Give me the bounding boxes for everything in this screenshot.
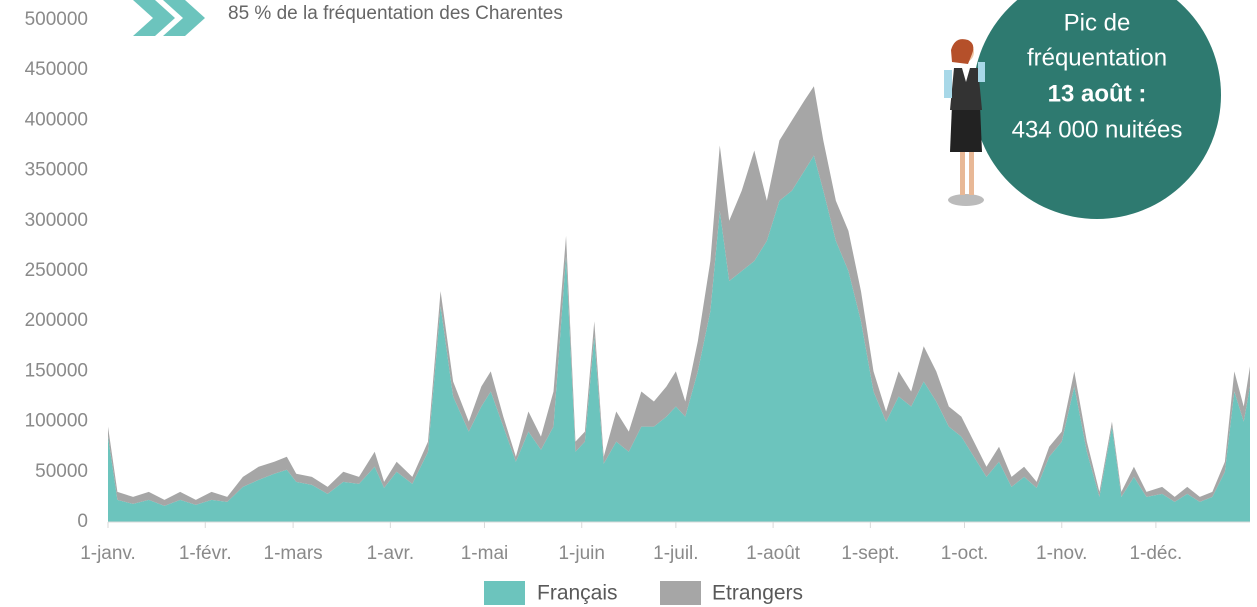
x-tick-label: 1-avr. <box>367 543 415 564</box>
y-tick-label: 50000 <box>35 461 88 482</box>
x-tick-label: 1-juil. <box>653 543 698 564</box>
y-tick-label: 0 <box>77 511 88 532</box>
callout-text: fréquentation <box>1027 44 1167 71</box>
callout-text: Pic de <box>1064 9 1131 36</box>
callout-text: 434 000 nuitées <box>1012 116 1183 143</box>
x-tick-label: 1-janv. <box>80 543 136 564</box>
y-tick-label: 350000 <box>25 160 88 181</box>
y-tick-label: 150000 <box>25 360 88 381</box>
x-tick-label: 1-juin <box>558 543 604 564</box>
y-tick-label: 400000 <box>25 109 88 130</box>
x-tick-label: 1-févr. <box>179 543 232 564</box>
y-tick-label: 300000 <box>25 210 88 231</box>
x-tick-label: 1-nov. <box>1036 543 1087 564</box>
legend-swatch <box>484 581 525 605</box>
x-tick-label: 1-déc. <box>1129 543 1182 564</box>
chart: 85 % de la fréquentation des Charentes P… <box>0 0 1257 607</box>
x-tick-label: 1-mars <box>264 543 323 564</box>
y-tick-label: 250000 <box>25 260 88 281</box>
x-tick-label: 1-mai <box>461 543 509 564</box>
legend-label: Français <box>537 582 618 605</box>
hostess-illustration <box>944 39 985 206</box>
x-tick-label: 1-oct. <box>941 543 989 564</box>
y-tick-label: 450000 <box>25 59 88 80</box>
legend-label: Etrangers <box>712 582 803 605</box>
y-tick-label: 500000 <box>25 9 88 30</box>
annotation: 85 % de la fréquentation des Charentes <box>228 3 563 24</box>
x-tick-label: 1-août <box>746 543 801 564</box>
y-tick-label: 200000 <box>25 310 88 331</box>
legend-swatch <box>660 581 701 605</box>
chevron-icon <box>133 0 205 36</box>
x-tick-label: 1-sept. <box>841 543 899 564</box>
y-tick-label: 100000 <box>25 411 88 432</box>
callout-text: 13 août : <box>1048 80 1147 107</box>
